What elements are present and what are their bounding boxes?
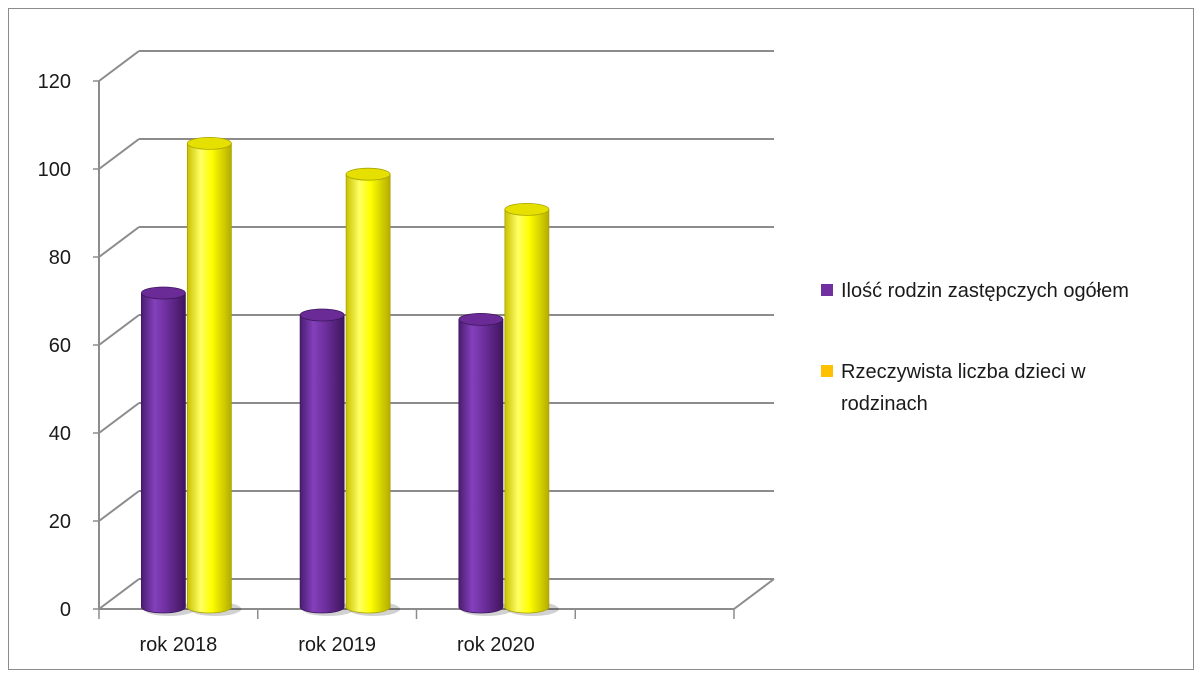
wall-grid-line [98, 490, 140, 522]
bar-cylinder [140, 286, 196, 616]
bar-cylinder [458, 312, 513, 616]
wall-grid-line [98, 314, 140, 346]
bar-top [504, 202, 550, 216]
wall-grid-line [98, 50, 140, 82]
wall-grid-line [98, 226, 140, 258]
y-tick-label: 0 [60, 599, 71, 621]
bar-top [458, 312, 504, 326]
wall-grid-line [98, 138, 140, 170]
bar-body [345, 173, 391, 614]
bar-cylinder [299, 308, 355, 616]
wall-grid-line [98, 402, 140, 434]
y-tick-label: 80 [49, 247, 71, 269]
labels-layer: 0 20 40 60 80 100 120 rok 2018 rok 2019 rok 2020 [38, 71, 535, 656]
bar-body [299, 314, 345, 614]
x-tick-label: rok 2019 [298, 634, 376, 656]
y-tick-label: 120 [38, 71, 71, 93]
bar-top [140, 286, 186, 300]
bar-cylinder [504, 202, 559, 616]
legend-label: rodzinach [841, 393, 928, 415]
legend-label: Ilość rodzin zastępczych ogółem [841, 280, 1129, 302]
bar-top [186, 136, 232, 150]
legend-label: Rzeczywista liczba dzieci w [841, 361, 1086, 383]
chart-frame: 0 20 40 60 80 100 120 rok 2018 rok 2019 rok 2020 … [8, 8, 1194, 670]
y-tick-label: 100 [38, 159, 71, 181]
y-tick-label: 20 [49, 511, 71, 533]
x-tick-label: rok 2020 [457, 634, 535, 656]
legend-swatch [821, 284, 833, 296]
bar-body [504, 209, 550, 614]
bar-cylinder [186, 136, 242, 616]
bar-top [345, 167, 391, 181]
legend: Ilość rodzin zastępczych ogółem Rzeczywis… [821, 280, 1129, 415]
bar-cylinder [345, 167, 401, 616]
bar-body [458, 319, 504, 614]
bar-body [186, 143, 232, 614]
floor-edge [733, 578, 775, 610]
axes-layer [93, 50, 775, 619]
x-tick-label: rok 2018 [139, 634, 217, 656]
legend-swatch [821, 365, 833, 377]
y-tick-label: 60 [49, 335, 71, 357]
bar-body [140, 292, 186, 614]
bar-top [299, 308, 345, 322]
bars-layer [140, 136, 559, 616]
wall-grid-line [98, 578, 140, 610]
y-tick-label: 40 [49, 423, 71, 445]
